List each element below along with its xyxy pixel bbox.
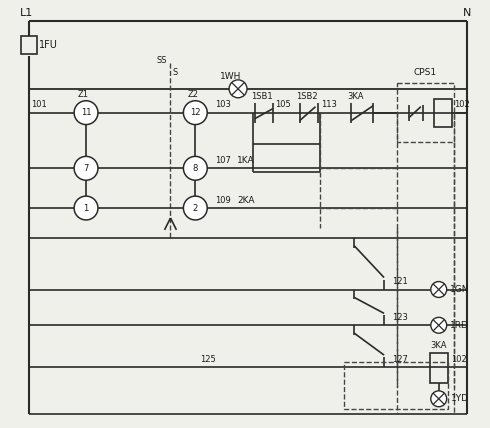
Text: 125: 125	[200, 354, 216, 363]
Text: 102: 102	[454, 100, 469, 109]
Text: 3KA: 3KA	[347, 92, 364, 101]
Text: 107: 107	[215, 156, 231, 165]
Circle shape	[74, 101, 98, 125]
Circle shape	[229, 80, 247, 98]
Text: 101: 101	[31, 100, 47, 109]
Text: 2: 2	[193, 204, 198, 213]
Text: CPS1: CPS1	[414, 68, 437, 77]
Text: S: S	[172, 68, 178, 77]
Text: 123: 123	[392, 313, 408, 322]
Text: 1FU: 1FU	[39, 40, 58, 50]
Text: 1: 1	[83, 204, 89, 213]
Text: 102: 102	[451, 354, 466, 363]
Text: 12: 12	[190, 108, 200, 117]
Text: 11: 11	[81, 108, 91, 117]
Circle shape	[183, 101, 207, 125]
Text: 109: 109	[215, 196, 231, 205]
Text: 7: 7	[83, 164, 89, 173]
Text: 2KA: 2KA	[237, 196, 254, 205]
Circle shape	[431, 282, 447, 297]
Text: 1SB1: 1SB1	[251, 92, 272, 101]
Text: 113: 113	[321, 100, 338, 109]
Bar	[430, 353, 448, 383]
Bar	[397, 83, 454, 143]
Circle shape	[431, 391, 447, 407]
Bar	[344, 362, 448, 409]
Text: 121: 121	[392, 277, 408, 286]
Text: N: N	[463, 8, 471, 18]
Text: 1SB2: 1SB2	[295, 92, 318, 101]
Circle shape	[183, 196, 207, 220]
Text: 1GN: 1GN	[450, 285, 469, 294]
Text: 105: 105	[275, 100, 291, 109]
Circle shape	[74, 196, 98, 220]
Text: L1: L1	[20, 8, 33, 18]
Circle shape	[431, 317, 447, 333]
Text: Z2: Z2	[187, 90, 198, 99]
Text: 103: 103	[215, 100, 231, 109]
Circle shape	[183, 156, 207, 180]
Text: 1RD: 1RD	[450, 321, 468, 330]
Text: 1YD: 1YD	[451, 394, 468, 403]
Bar	[434, 99, 452, 127]
Text: 1KA: 1KA	[237, 156, 255, 165]
Text: 3KA: 3KA	[431, 341, 447, 350]
Text: 1WH: 1WH	[220, 72, 242, 81]
Text: 127: 127	[392, 354, 408, 363]
Circle shape	[74, 156, 98, 180]
Text: Z1: Z1	[78, 90, 89, 99]
Text: SS: SS	[157, 56, 167, 65]
Text: 8: 8	[193, 164, 198, 173]
Bar	[22, 36, 37, 54]
